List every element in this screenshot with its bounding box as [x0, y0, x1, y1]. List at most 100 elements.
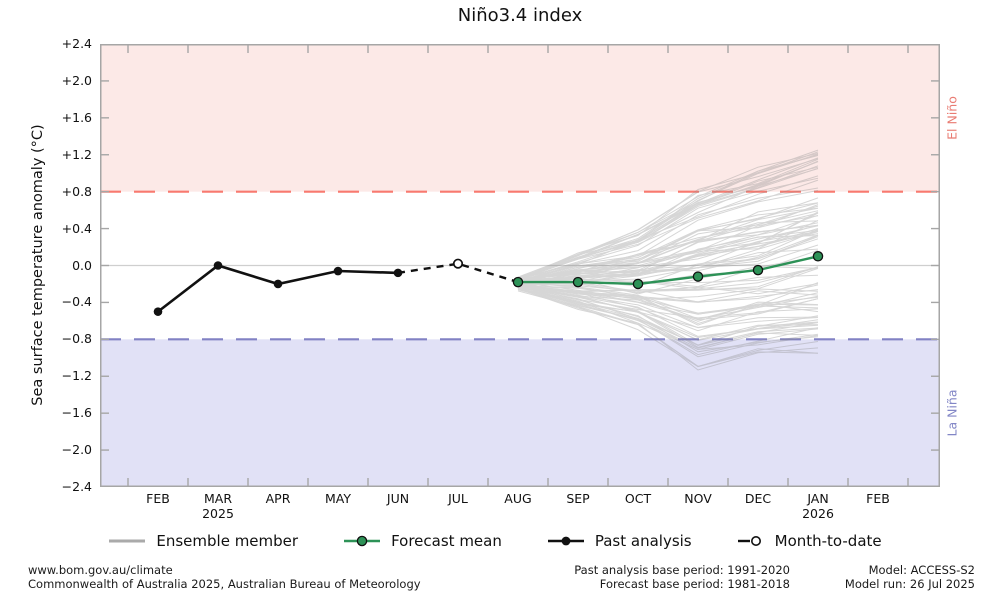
x-tick-label: MAY [324, 491, 351, 506]
ensemble-member-line [517, 211, 819, 280]
footer-attribution: www.bom.gov.au/climate Commonwealth of A… [28, 563, 421, 591]
ensemble-member-line [517, 282, 819, 326]
ensemble-member-line [517, 197, 819, 283]
y-tick-label: −0.8 [61, 331, 92, 347]
plot-area [100, 44, 940, 487]
ensemble-member-line [517, 285, 819, 329]
ensemble-member-line [517, 288, 819, 371]
ensemble-member-line [517, 212, 819, 280]
x-tick-label: MAR [203, 491, 233, 506]
ensemble-member-line [517, 210, 819, 283]
y-tick-label: −1.2 [61, 368, 92, 384]
ensemble-member-line [517, 165, 819, 280]
ensemble-member-line [517, 284, 819, 322]
ensemble-member-line [517, 284, 819, 303]
legend-item-month-to-date: Month-to-date [736, 532, 882, 550]
forecast-mean-marker [632, 278, 644, 290]
ensemble-member-line [517, 267, 819, 292]
footer-model-info: Model: ACCESS-S2 Model run: 26 Jul 2025 [844, 563, 975, 591]
x-tick-label: DEC [744, 491, 772, 506]
ensemble-member-line [517, 149, 819, 280]
la-nina-region-label: La Niña [944, 389, 960, 437]
ensemble-member-line [517, 190, 819, 280]
ensemble-member-line [517, 224, 819, 280]
x-year-label: 2026 [802, 506, 834, 521]
ensemble-member-line [517, 284, 819, 303]
ensemble-member-line [517, 161, 819, 280]
ensemble-member-line [517, 228, 819, 282]
ensemble-member-line [517, 282, 819, 314]
x-tick-label: JAN [807, 491, 829, 506]
ensemble-member-line [517, 220, 819, 284]
ensemble-member-line [517, 289, 819, 356]
ensemble-member-line [517, 288, 819, 350]
ensemble-member-line [517, 202, 819, 283]
footer-copyright: Commonwealth of Australia 2025, Australi… [28, 576, 421, 591]
el-nino-band [100, 44, 940, 192]
ensemble-member-line [517, 266, 819, 286]
x-tick-label: SEP [566, 491, 590, 506]
month-to-date-marker [452, 258, 464, 269]
legend-item-forecast-mean: Forecast mean [342, 532, 502, 550]
past-analysis-marker [273, 279, 283, 289]
ensemble-member-line [517, 287, 819, 353]
ensemble-member-line [517, 284, 819, 329]
ensemble-member-line [517, 187, 819, 282]
ensemble-member-line [517, 224, 819, 280]
ensemble-line-icon [109, 539, 146, 543]
forecast-mean-marker [572, 276, 584, 288]
forecast-mean-marker [512, 276, 524, 288]
footer-model: Model: ACCESS-S2 [868, 563, 975, 577]
ensemble-member-line [517, 287, 819, 337]
ensemble-member-line [517, 205, 819, 282]
chart-canvas [100, 44, 940, 487]
ensemble-member-line [517, 167, 819, 280]
ensemble-member-line [517, 283, 819, 320]
x-tick-label: FEB [866, 491, 890, 506]
legend-label-ensemble: Ensemble member [156, 532, 299, 550]
ensemble-member-line [517, 207, 819, 282]
ensemble-member-line [517, 214, 819, 280]
past-analysis-marker [213, 261, 223, 270]
past-analysis-marker [333, 266, 343, 276]
ensemble-member-line [517, 287, 819, 358]
ensemble-member-line [517, 219, 819, 284]
y-tick-label: −2.0 [61, 442, 92, 458]
ensemble-member-line [517, 212, 819, 282]
legend-label-forecast-mean: Forecast mean [391, 532, 502, 550]
legend: Ensemble member Forecast mean Past analy… [0, 527, 989, 555]
ensemble-member-line [517, 152, 819, 281]
ensemble-member-line [517, 230, 819, 281]
y-tick-label: +1.6 [61, 109, 92, 125]
y-tick-label: −0.4 [61, 294, 92, 310]
x-tick-label: OCT [624, 491, 652, 506]
ensemble-member-line [517, 207, 819, 283]
ensemble-member-line [517, 153, 819, 279]
ensemble-member-line [517, 286, 819, 349]
ensemble-member-line [517, 285, 819, 325]
legend-item-ensemble: Ensemble member [107, 532, 298, 550]
ensemble-member-line [517, 204, 819, 283]
ensemble-member-line [517, 158, 819, 278]
ensemble-member-line [517, 282, 819, 315]
ensemble-member-line [517, 285, 819, 341]
y-tick-label: +0.8 [61, 183, 92, 199]
ensemble-member-line [517, 157, 819, 279]
ensemble-member-line [517, 179, 819, 281]
ensemble-member-line [517, 238, 819, 288]
ensemble-member-line [517, 286, 819, 303]
legend-item-past-analysis: Past analysis [546, 532, 692, 550]
el-nino-region-label: El Niño [944, 96, 960, 140]
y-tick-label: +1.2 [61, 146, 92, 162]
x-tick-label: NOV [684, 491, 712, 506]
ensemble-member-line [517, 286, 819, 346]
ensemble-member-line [517, 287, 819, 320]
x-tick-label: APR [265, 491, 291, 506]
ensemble-member-line [517, 267, 819, 290]
ensemble-member-line [517, 287, 819, 341]
footer-model-run: Model run: 26 Jul 2025 [844, 576, 975, 591]
ensemble-member-line [517, 229, 819, 282]
ensemble-member-line [517, 202, 819, 280]
legend-label-past-analysis: Past analysis [594, 532, 692, 550]
